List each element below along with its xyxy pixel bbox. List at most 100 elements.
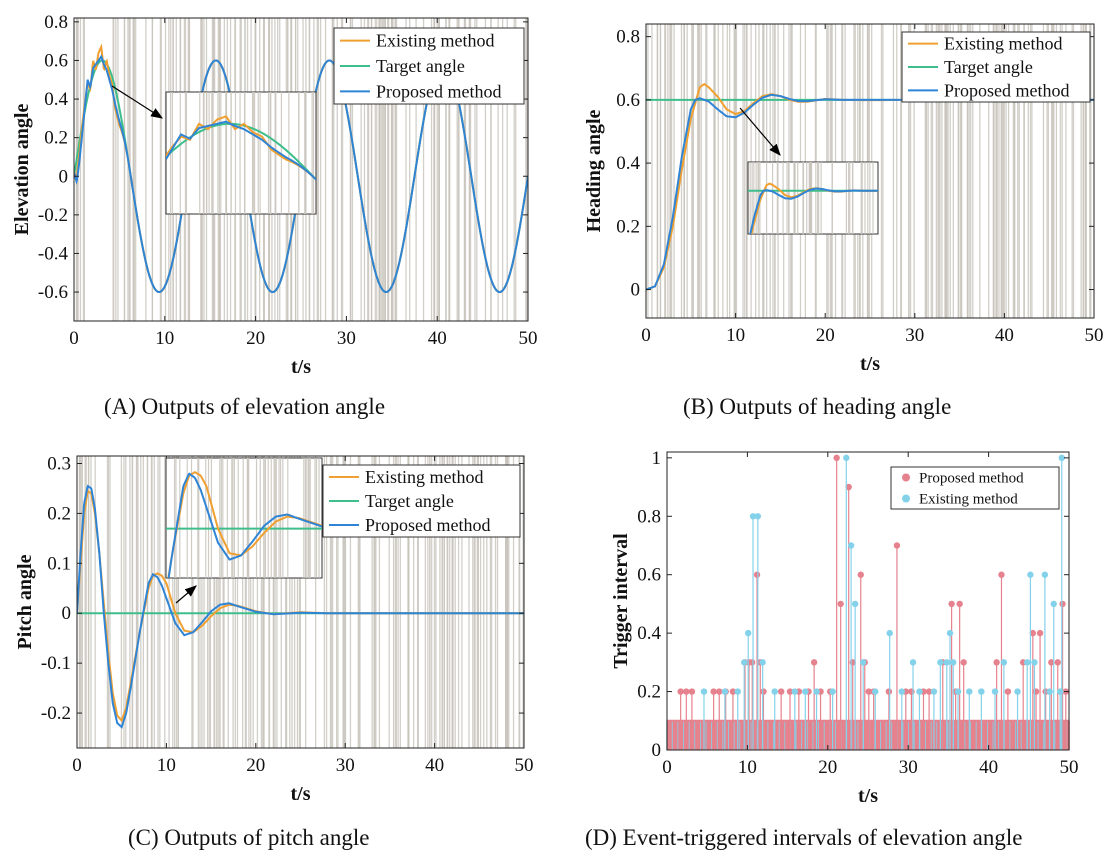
x-tick-label: 20 [818, 757, 837, 778]
stem-marker [925, 688, 933, 695]
y-axis-label: Trigger interval [610, 533, 632, 669]
stem-marker [1000, 659, 1008, 666]
y-tick-label: 0.1 [47, 553, 71, 574]
legend-label: Existing method [944, 34, 1063, 54]
inset-series-line [749, 187, 878, 234]
stem-marker [946, 629, 954, 637]
y-tick-label: 0.3 [47, 453, 71, 474]
stem-marker [700, 688, 708, 695]
y-tick-label: -0.1 [41, 653, 71, 674]
inset-series [166, 115, 316, 181]
stem-marker [886, 629, 893, 637]
stem-marker [1023, 659, 1031, 666]
stem-marker [885, 688, 893, 695]
stem-marker [1004, 688, 1012, 695]
inset-series-line [166, 120, 316, 181]
inset-trigger-instants [169, 92, 315, 214]
caption-c: (C) Outputs of pitch angle [128, 825, 370, 850]
chart-a: 0 10 20 30 40 50 -0.6 -0.4 -0.2 0 0.2 0.4 0.6 0.8 t/s E… [11, 12, 538, 378]
stem-marker [710, 688, 717, 695]
zoom-arrow [111, 85, 164, 119]
legend-label: Target angle [944, 57, 1033, 77]
x-tick-label: 50 [1060, 757, 1079, 778]
stem-marker [759, 659, 766, 666]
y-tick-label: 0.8 [637, 506, 661, 527]
stem-marker [991, 688, 999, 695]
stem-marker [978, 688, 985, 695]
stem-marker [843, 454, 850, 462]
legend-label: Proposed method [944, 80, 1070, 100]
series-group [77, 484, 524, 729]
x-tick-label: 10 [726, 325, 745, 346]
inset-zoom [165, 457, 323, 579]
stem-marker [749, 659, 756, 666]
chart-c: 0 10 20 30 40 50 -0.2 -0.1 0 0.1 0.2 0.3 t/s Pitch an… [14, 453, 534, 805]
inset-zoom [747, 161, 879, 235]
stem-marker [791, 688, 799, 695]
legend-marker [902, 473, 910, 482]
stem-marker [930, 688, 938, 695]
y-tick-label: 0.4 [616, 153, 640, 174]
stem-marker [851, 600, 859, 608]
stem-marker [749, 513, 757, 520]
stem-marker [1014, 688, 1021, 695]
chart-d: 0 10 20 30 40 50 0 0.2 0.4 0.6 0.8 1 t/s Trigger inte… [610, 448, 1079, 807]
y-tick-label: 0.2 [47, 503, 71, 524]
stem-marker [993, 659, 1000, 666]
chart-b: 0 10 20 30 40 50 0 0.2 0.4 0.6 0.8 t/s Heading angle… [583, 23, 1104, 375]
stem-marker [859, 659, 867, 666]
caption-d: (D) Event-triggered intervals of elevati… [585, 825, 1023, 850]
y-tick-label: -0.2 [41, 703, 71, 724]
stem-marker [813, 688, 820, 695]
legend-label: Target angle [376, 56, 465, 76]
stem-marker [916, 688, 923, 695]
x-tick-label: 40 [979, 757, 998, 778]
stem-marker [845, 483, 852, 491]
y-tick-label: 0 [631, 280, 641, 301]
stem-marker [753, 571, 761, 578]
stem-marker [683, 688, 690, 695]
stem-marker [1036, 629, 1044, 637]
stem-marker [954, 688, 962, 695]
y-tick-label: 0.6 [44, 50, 68, 71]
stem-marker [909, 659, 917, 666]
stem-marker [771, 688, 778, 695]
inset-series [166, 471, 322, 578]
y-tick-label: 0.4 [44, 89, 68, 110]
stem-marker [1048, 659, 1055, 666]
y-axis-label: Pitch angle [14, 554, 36, 649]
x-tick-label: 0 [662, 757, 672, 778]
zoom-arrow [739, 107, 781, 156]
plot-frame [76, 455, 525, 749]
x-tick-label: 30 [337, 328, 356, 349]
x-tick-label: 20 [816, 325, 835, 346]
legend-label: Target angle [365, 491, 454, 511]
x-tick-label: 50 [519, 328, 538, 349]
stem-marker [802, 688, 809, 695]
y-tick-label: 0.2 [616, 216, 640, 237]
stem-marker [729, 688, 737, 695]
stem-marker [721, 688, 729, 695]
stem-marker [966, 688, 973, 695]
stem-marker [829, 688, 836, 695]
x-tick-label: 10 [738, 757, 757, 778]
x-axis-label: t/s [291, 783, 311, 805]
stem-marker [948, 600, 955, 608]
stem-marker [786, 688, 794, 695]
y-tick-label: 0 [59, 166, 69, 187]
zoom-arrow [175, 585, 197, 604]
stem-marker [1029, 629, 1037, 637]
x-tick-label: 40 [428, 328, 447, 349]
stem-marker [1058, 454, 1065, 462]
legend-label: Existing method [919, 492, 1018, 508]
stem-marker [1056, 688, 1064, 695]
series-line-proposed [77, 484, 524, 729]
stem-marker [1059, 600, 1066, 608]
y-tick-label: 0.2 [44, 128, 68, 149]
stem-marker [740, 659, 748, 666]
x-tick-label: 20 [246, 755, 265, 776]
x-tick-label: 50 [1085, 325, 1104, 346]
y-tick-label: -0.2 [38, 205, 68, 226]
y-tick-label: 0.8 [44, 12, 68, 33]
